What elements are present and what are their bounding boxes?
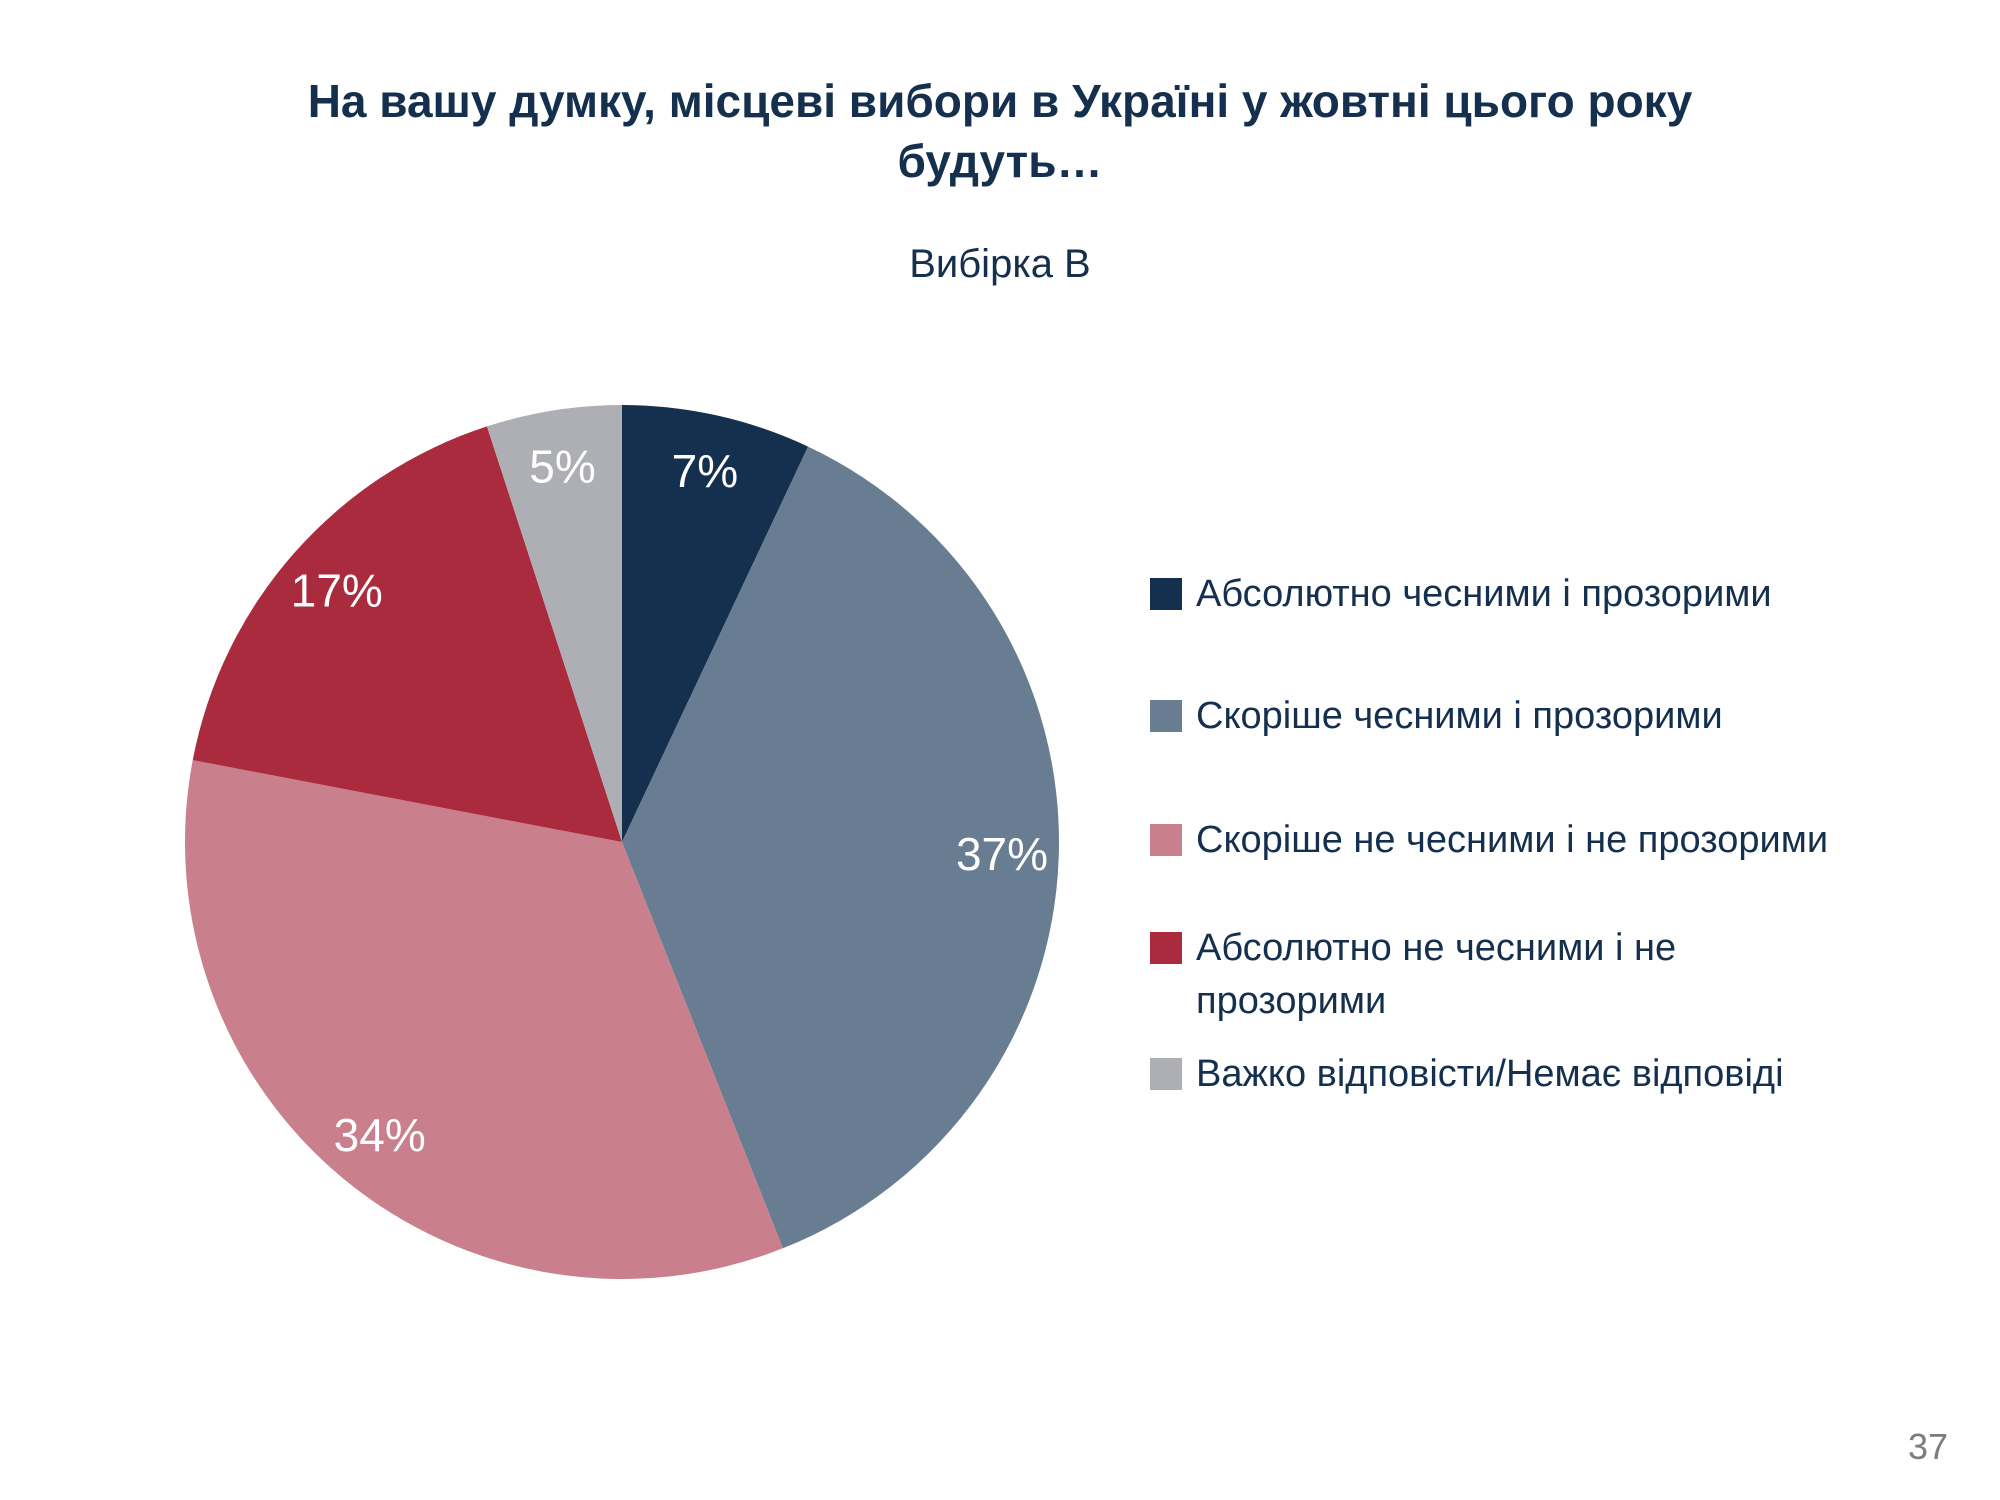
pie-slice (622, 405, 809, 842)
pie-slice-percent-label: 37% (956, 828, 1048, 880)
legend-swatch-icon (1150, 1058, 1182, 1090)
slide-title-line2: будуть… (897, 134, 1103, 187)
legend-label: Абсолютно не чесними і не прозорими (1196, 927, 1677, 1023)
slide-title-line1: На вашу думку, місцеві вибори в Україні … (307, 75, 1693, 127)
legend-item: Скоріше чесними і прозорими (1150, 690, 1940, 743)
slide-subtitle: Вибірка В (909, 242, 1091, 286)
legend-item: Абсолютно чесними і прозорими (1150, 568, 1940, 621)
legend-item: Важко відповісти/Немає відповіді (1150, 1048, 1940, 1101)
pie-slice-percent-label: 34% (334, 1109, 426, 1161)
pie-slice (622, 446, 1060, 1249)
legend-swatch-icon (1150, 824, 1182, 856)
legend-label: Абсолютно чесними і прозорими (1196, 573, 1772, 615)
legend-label: Скоріше чесними і прозорими (1196, 695, 1723, 737)
legend-item: Скоріше не чесними і не прозорими (1150, 814, 1940, 867)
pie-chart: 7% 37% 34% 17% 5% (184, 405, 1060, 1279)
pie-slice (486, 405, 622, 842)
pie-slice-percent-label: 17% (291, 565, 383, 617)
legend-swatch-icon (1150, 578, 1182, 610)
pie-slice-percent-label: 7% (672, 445, 738, 497)
page-number: 37 (1907, 1426, 1948, 1467)
pie-slice-percent-label: 5% (529, 441, 595, 493)
legend-label: Скоріше не чесними і не прозорими (1196, 819, 1829, 861)
legend-swatch-icon (1150, 932, 1182, 964)
legend-label: Важко відповісти/Немає відповіді (1196, 1053, 1784, 1095)
legend-item: Абсолютно не чесними і не прозорими (1150, 922, 1770, 1028)
legend-swatch-icon (1150, 700, 1182, 732)
pie-slice (192, 426, 623, 842)
pie-slice (184, 760, 783, 1279)
slide-title: На вашу думку, місцеві вибори в Україні … (100, 72, 1900, 192)
